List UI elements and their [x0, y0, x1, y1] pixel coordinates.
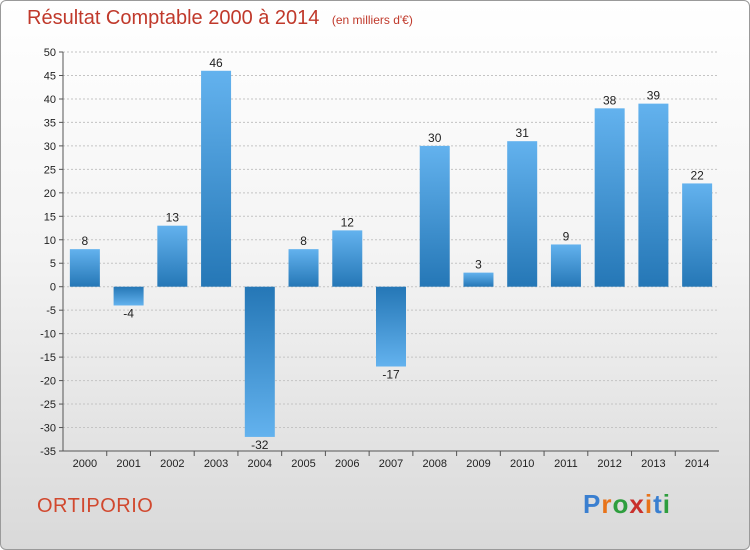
- data-label-2014: 22: [690, 168, 704, 182]
- y-tick-label: -20: [40, 376, 56, 388]
- data-label-2006: 12: [341, 215, 355, 229]
- unit-text: (en milliers d'€): [331, 13, 413, 27]
- bar-2013: [638, 103, 669, 287]
- y-tick-label: -25: [40, 399, 56, 411]
- x-tick-label: 2001: [116, 458, 140, 470]
- y-tick-label: 30: [44, 141, 56, 153]
- bar-2010: [507, 141, 538, 287]
- bar-2001: [113, 286, 144, 306]
- bar-2008: [419, 145, 450, 287]
- x-tick-label: 2011: [554, 458, 578, 470]
- x-tick-label: 2009: [466, 458, 490, 470]
- logo-letter: i: [644, 489, 654, 519]
- data-label-2003: 46: [209, 56, 223, 70]
- y-tick-label: 10: [44, 235, 56, 247]
- bar-2005: [288, 249, 319, 287]
- chart-title: Résultat Comptable 2000 à 2014 (en milli…: [27, 7, 413, 30]
- y-tick-label: -35: [40, 446, 56, 458]
- title-text: Résultat Comptable 2000 à 2014: [27, 7, 320, 29]
- data-label-2012: 38: [603, 93, 617, 107]
- data-label-2005: 8: [300, 234, 307, 248]
- data-label-2004: -32: [251, 438, 269, 452]
- y-tick-label: -10: [40, 329, 56, 341]
- data-label-2002: 13: [166, 211, 180, 225]
- x-tick-label: 2013: [641, 458, 665, 470]
- bar-2007: [376, 286, 406, 367]
- data-label-2011: 9: [563, 229, 570, 243]
- data-label-2008: 30: [428, 131, 442, 145]
- data-label-2001: -4: [123, 306, 134, 320]
- data-label-2000: 8: [82, 234, 89, 248]
- x-tick-label: 2006: [335, 458, 359, 470]
- bar-2009: [463, 272, 494, 287]
- data-label-2009: 3: [475, 258, 482, 272]
- logo-letter: x: [629, 489, 645, 519]
- y-tick-label: -15: [40, 352, 56, 364]
- logo-letter: i: [662, 489, 671, 519]
- logo-letter: P: [583, 489, 602, 519]
- data-labels-group: 8 -4 13 46 -32 8 12 -17 30 3 31 9 38 39 22: [82, 56, 705, 452]
- bar-2000: [69, 249, 100, 287]
- commune-name: ORTIPORIO: [37, 495, 154, 517]
- bar-2004: [244, 286, 275, 437]
- y-tick-label: 20: [44, 188, 56, 200]
- x-tick-label: 2010: [510, 458, 534, 470]
- x-tick-label: 2003: [204, 458, 228, 470]
- logo-letter: o: [612, 489, 630, 519]
- x-tick-label: 2012: [597, 458, 621, 470]
- y-tick-label: 45: [44, 70, 56, 82]
- x-tick-label: 2008: [422, 458, 446, 470]
- proxiti-logo: Proxiti: [583, 489, 671, 520]
- y-tick-label: 40: [44, 94, 56, 106]
- x-tick-label: 2014: [685, 458, 709, 470]
- x-tick-label: 2007: [379, 458, 403, 470]
- bar-2002: [157, 225, 188, 287]
- bar-2003: [201, 70, 232, 287]
- data-label-2007: -17: [382, 368, 400, 382]
- y-tick-label: 25: [44, 164, 56, 176]
- bar-2006: [332, 230, 363, 287]
- logo-letter: t: [653, 489, 663, 519]
- bar-2012: [594, 108, 625, 287]
- x-tick-label: 2005: [291, 458, 315, 470]
- y-tick-label: 50: [44, 47, 56, 59]
- bar-2014: [682, 183, 713, 287]
- y-tick-label: 35: [44, 117, 56, 129]
- y-tick-label: 15: [44, 211, 56, 223]
- y-tick-label: 5: [50, 258, 56, 270]
- x-tick-label: 2004: [248, 458, 272, 470]
- logo-letter: r: [601, 489, 613, 519]
- x-axis-ticks: 2000 2001 2002 2003 2004 2005 2006 2007 2008 2009…: [73, 451, 709, 470]
- bar-2011: [550, 244, 581, 287]
- data-label-2013: 39: [647, 89, 661, 103]
- data-label-2010: 31: [516, 126, 530, 140]
- bars-group: [69, 70, 713, 437]
- y-tick-label: -5: [46, 305, 56, 317]
- x-tick-label: 2002: [160, 458, 184, 470]
- x-tick-label: 2000: [73, 458, 97, 470]
- y-tick-label: 0: [50, 282, 56, 294]
- y-tick-label: -30: [40, 423, 56, 435]
